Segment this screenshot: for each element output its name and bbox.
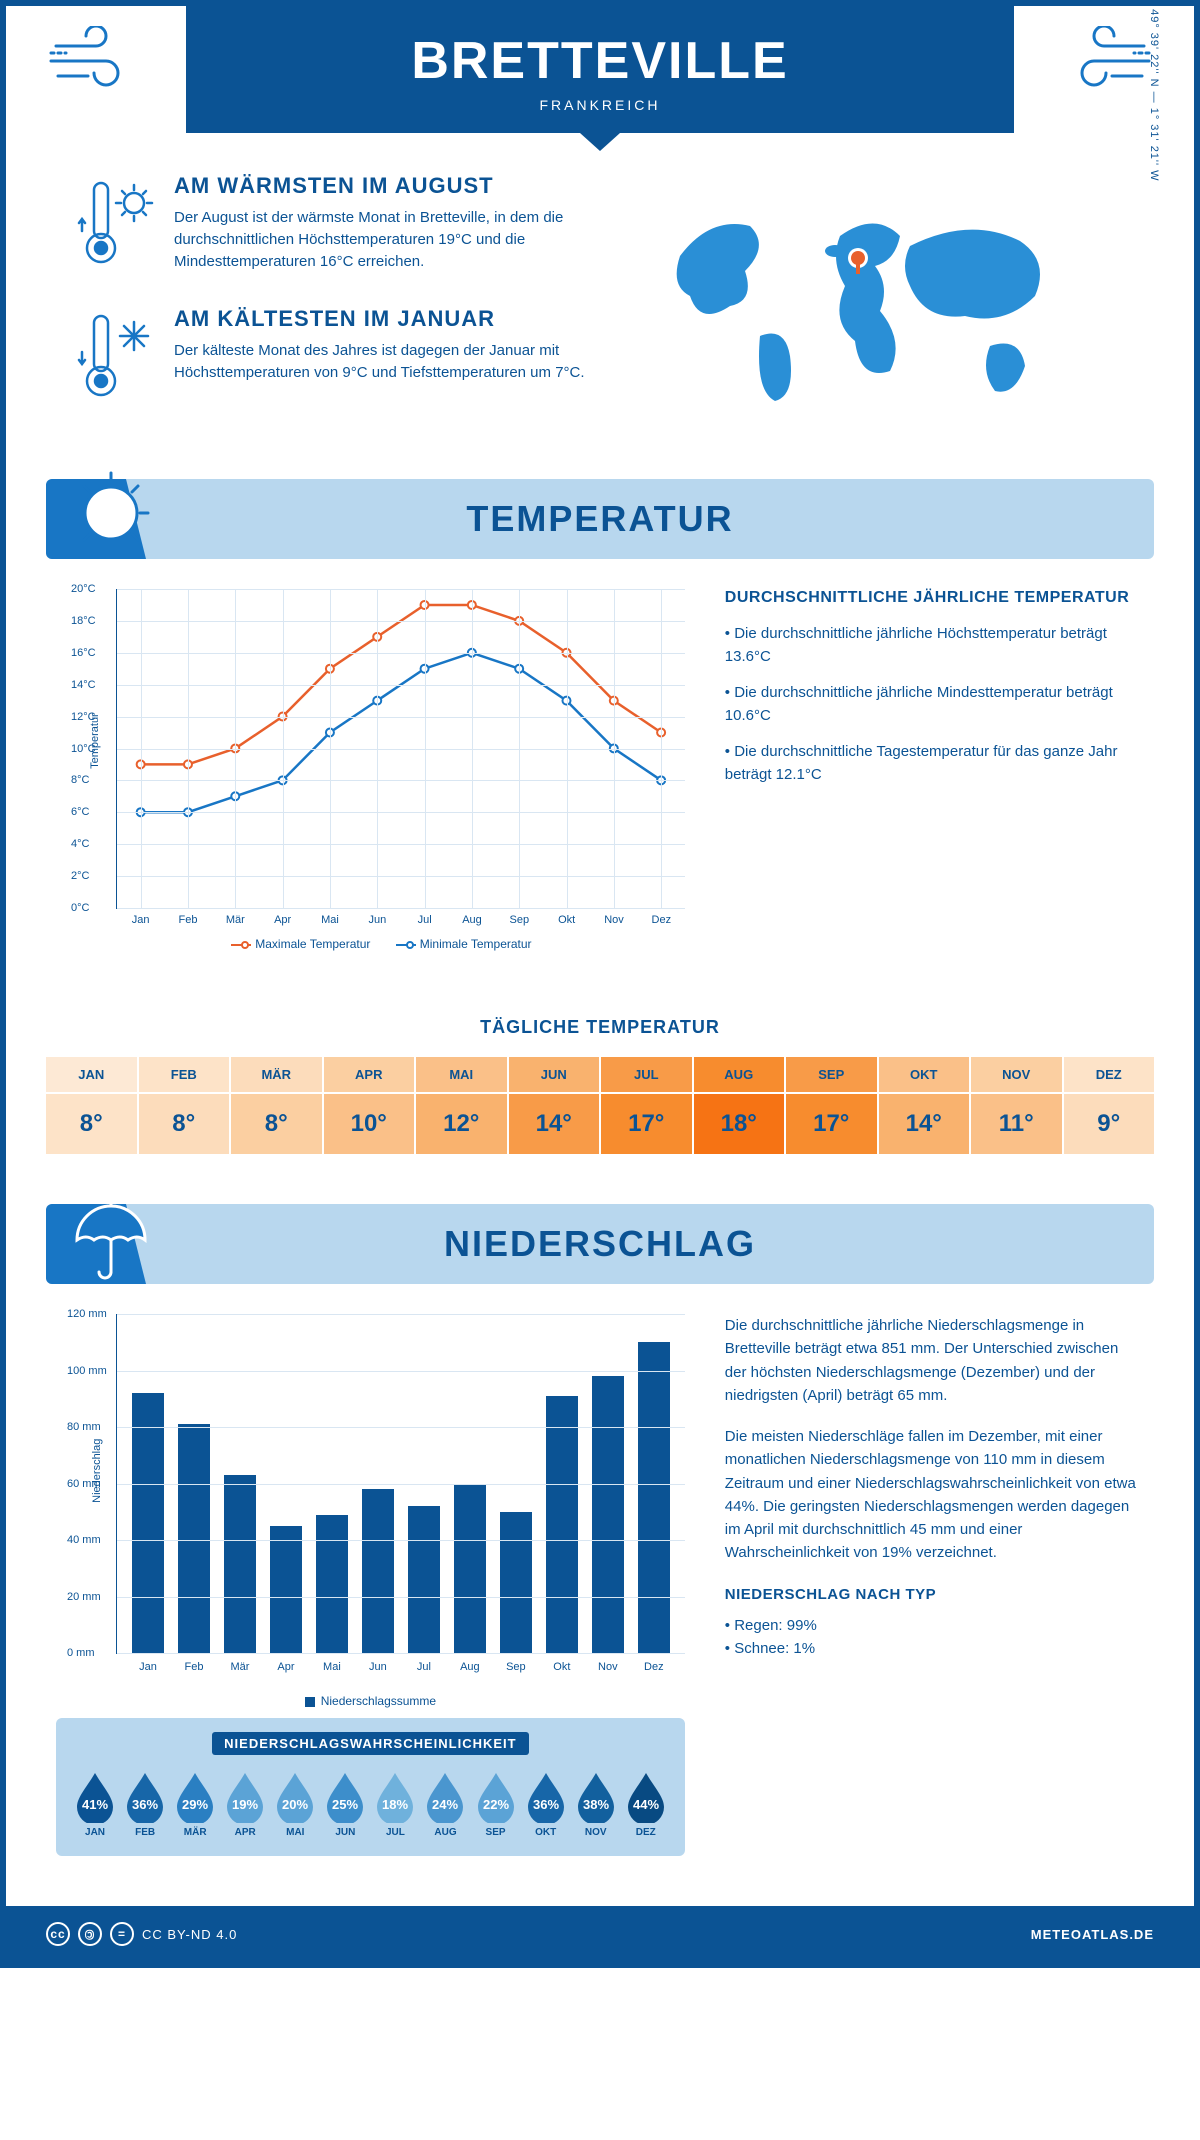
svg-text:29%: 29% [182,1797,208,1812]
precip-info: Die durchschnittliche jährliche Niedersc… [725,1314,1144,1856]
svg-text:20%: 20% [282,1797,308,1812]
cc-icon: cc [46,1922,70,1946]
section-header-precip: NIEDERSCHLAG [46,1204,1154,1284]
svg-text:18%: 18% [382,1797,408,1812]
coldest-text: Der kälteste Monat des Jahres ist dagege… [174,340,585,384]
svg-text:24%: 24% [432,1797,458,1812]
temperature-line-chart: Temperatur 0°C2°C4°C6°C8°C10°C12°C14°C16… [116,589,685,909]
sun-icon [66,463,156,563]
warmest-block: AM WÄRMSTEN IM AUGUST Der August ist der… [76,173,585,278]
wind-icon [46,26,146,96]
warmest-title: AM WÄRMSTEN IM AUGUST [174,173,585,199]
warmest-text: Der August ist der wärmste Monat in Bret… [174,207,585,272]
footer: cc 🄯 = CC BY-ND 4.0 METEOATLAS.DE [6,1906,1194,1962]
by-icon: 🄯 [78,1922,102,1946]
svg-text:36%: 36% [132,1797,158,1812]
svg-text:36%: 36% [533,1797,559,1812]
world-map-icon [660,196,1080,416]
svg-text:22%: 22% [483,1797,509,1812]
site-name: METEOATLAS.DE [1031,1927,1154,1942]
svg-text:25%: 25% [332,1797,358,1812]
thermometer-hot-icon [76,173,156,273]
coordinates: NORMANDIE 49° 39' 22'' N — 1° 31' 21'' W [1148,0,1160,182]
daily-temp-title: TÄGLICHE TEMPERATUR [46,1017,1154,1038]
svg-text:41%: 41% [82,1797,108,1812]
svg-text:44%: 44% [633,1797,659,1812]
daily-temp-table: JANFEBMÄRAPRMAIJUNJULAUGSEPOKTNOVDEZ8°8°… [46,1054,1154,1154]
temperature-heading: TEMPERATUR [466,498,733,540]
precip-heading: NIEDERSCHLAG [444,1223,756,1265]
temperature-info: DURCHSCHNITTLICHE JÄHRLICHE TEMPERATUR D… [725,589,1144,951]
precip-probability-box: NIEDERSCHLAGSWAHRSCHEINLICHKEIT 41%JAN36… [56,1718,685,1856]
section-header-temperature: TEMPERATUR [46,479,1154,559]
page-title: BRETTEVILLE [206,31,994,91]
coldest-block: AM KÄLTESTEN IM JANUAR Der kälteste Mona… [76,306,585,411]
coldest-title: AM KÄLTESTEN IM JANUAR [174,306,585,332]
page-subtitle: FRANKREICH [206,97,994,113]
header-banner: BRETTEVILLE FRANKREICH [186,6,1014,133]
svg-text:19%: 19% [232,1797,258,1812]
thermometer-cold-icon [76,306,156,406]
precip-legend: Niederschlagssumme [56,1694,685,1708]
wind-icon [1054,26,1154,96]
umbrella-icon [66,1188,156,1288]
nd-icon: = [110,1922,134,1946]
temperature-legend: Maximale Temperatur Minimale Temperatur [56,937,685,951]
license-text: CC BY-ND 4.0 [142,1927,237,1942]
svg-text:38%: 38% [583,1797,609,1812]
precip-bar-chart: Niederschlag JanFebMärAprMaiJunJulAugSep… [116,1314,685,1654]
